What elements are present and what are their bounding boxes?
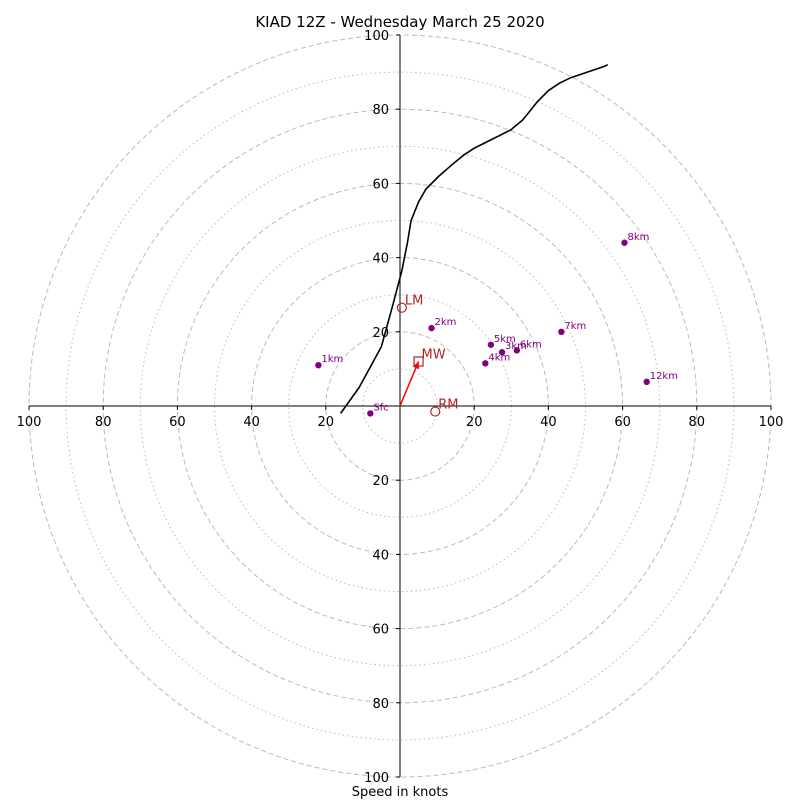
height-marker-label: 3km [505,341,527,352]
hodograph-line [339,63,609,414]
height-marker [643,378,650,386]
height-marker-label: 5km [494,334,516,345]
x-tick-label: 60 [169,415,186,430]
storm-motion-marker [430,406,441,417]
height-marker-label: 6km [520,339,542,350]
storm-motion-markers: LM MW RM [396,294,458,417]
y-tick-label: 60 [372,623,389,638]
y-tick-label: 80 [372,103,389,118]
x-tick-label: 80 [689,415,706,430]
y-tick-label: 100 [364,29,389,44]
x-axis-label: Speed in knots [352,785,449,800]
storm-motion-label: RM [438,398,458,413]
y-tick-label: 40 [372,252,389,267]
x-tick-label: 100 [17,415,42,430]
height-marker-label: Sfc [373,402,388,413]
height-marker [558,328,565,335]
height-marker-label: 8km [627,232,649,243]
x-tick-label: 40 [540,415,557,430]
y-tick-label: 60 [372,177,389,192]
height-marker-label: 12km [650,371,678,382]
y-tick-label: 100 [364,771,389,786]
x-tick-label: 100 [759,415,784,430]
mean-wind-vector-layer [399,361,420,407]
height-marker [498,349,506,356]
chart-title: KIAD 12Z - Wednesday March 25 2020 [255,13,544,31]
height-marker [621,239,628,246]
y-tick-label: 40 [372,548,389,563]
x-tick-label: 80 [95,415,112,430]
storm-motion-label: MW [422,347,446,362]
y-tick-labels: 100 80 60 40 20 20 40 60 80 100 [364,29,400,786]
y-tick-label: 80 [372,697,389,712]
height-marker [315,361,322,369]
y-tick-label: 20 [372,326,389,341]
x-tick-label: 20 [466,415,483,430]
height-marker [513,347,521,354]
storm-motion-marker [396,302,407,313]
height-marker-label: 1km [321,354,343,365]
height-marker-label: 7km [564,321,586,332]
height-marker [487,341,495,348]
height-marker [428,324,435,332]
height-marker-label: 4km [488,352,510,363]
hodograph-trace [339,63,609,414]
height-marker [482,360,489,367]
y-tick-label: 20 [372,474,389,489]
x-tick-labels: 100 80 60 40 20 20 40 60 80 100 [17,406,784,430]
x-tick-label: 40 [243,415,260,430]
mean-wind-marker [413,356,424,367]
x-tick-label: 60 [614,415,631,430]
storm-motion-label: LM [405,294,423,309]
mean-wind-vector [399,361,420,407]
height-marker [367,410,374,417]
height-marker-label: 2km [435,317,457,328]
x-tick-label: 20 [318,415,335,430]
